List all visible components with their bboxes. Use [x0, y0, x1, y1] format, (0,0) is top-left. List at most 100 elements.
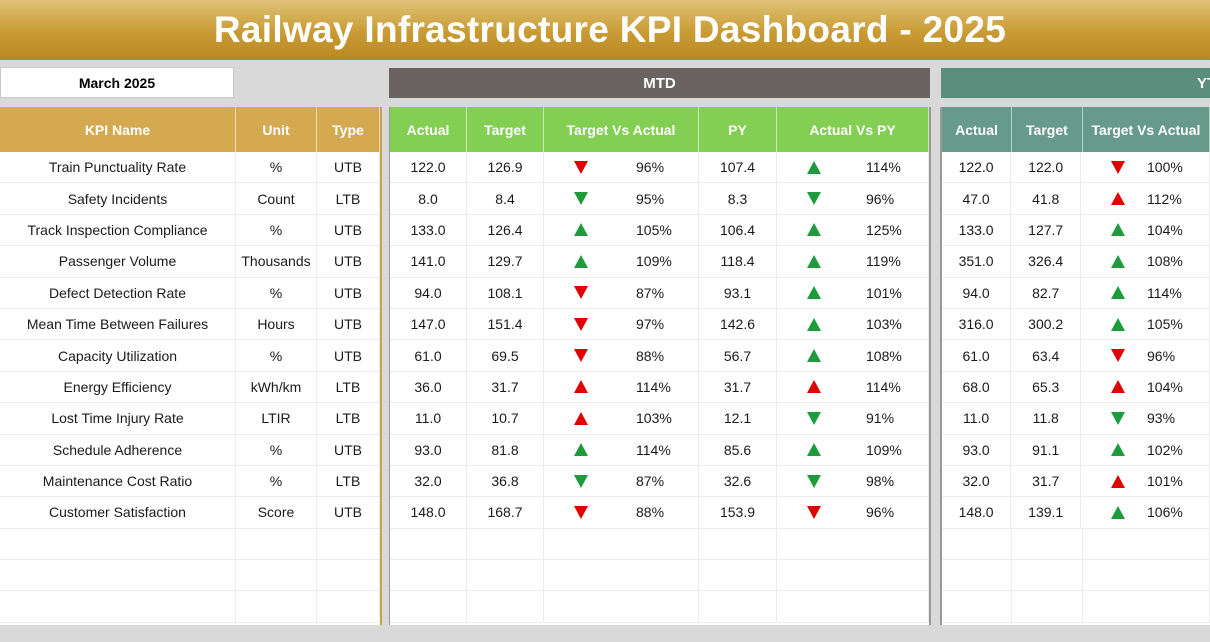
ytd-target-vs-actual-cell — [1083, 528, 1210, 560]
trend-down-red-icon — [574, 349, 588, 363]
ytd-target-cell: 82.7 — [1011, 277, 1082, 308]
percent-value: 98% — [866, 473, 895, 490]
mtd-target-vs-actual-cell: 88% — [544, 340, 699, 371]
kpi-name-cell: Safety Incidents — [0, 183, 236, 214]
mtd-target-vs-actual-cell: 87% — [544, 465, 699, 497]
mtd-row: 61.0 69.5 88% 56.7 108% — [390, 340, 929, 372]
header-kpi-name[interactable]: KPI Name — [0, 107, 236, 152]
trend-down-red-icon — [807, 505, 821, 519]
ytd-row — [942, 560, 1210, 592]
ytd-target-vs-actual-cell: 100% — [1081, 152, 1210, 183]
ytd-actual-cell: 61.0 — [942, 340, 1012, 371]
header-unit[interactable]: Unit — [236, 107, 317, 152]
header-type[interactable]: Type — [317, 107, 380, 152]
type-cell: UTB — [317, 308, 380, 340]
mtd-row — [390, 528, 929, 561]
mtd-py-cell: 31.7 — [699, 371, 777, 403]
percent-value: 95% — [636, 190, 665, 207]
percent-value: 91% — [866, 410, 895, 427]
mtd-target-cell: 81.8 — [467, 434, 544, 465]
kpi-name-cell — [0, 560, 236, 591]
ytd-row: 93.0 91.1 102% — [942, 434, 1210, 466]
mtd-actual-cell: 36.0 — [390, 371, 467, 403]
ytd-target-cell: 63.4 — [1011, 340, 1082, 371]
mtd-row: 147.0 151.4 97% 142.6 103% — [390, 308, 929, 341]
ytd-actual-cell: 47.0 — [942, 183, 1012, 214]
mtd-target-vs-actual-cell: 114% — [544, 434, 699, 465]
ytd-target-vs-actual-cell: 108% — [1081, 246, 1210, 277]
mtd-header-actual[interactable]: Actual — [390, 107, 467, 152]
mtd-table: Actual Target Target Vs Actual PY Actual… — [389, 107, 931, 625]
ytd-target-vs-actual-cell: 101% — [1081, 465, 1210, 497]
kpi-row: Passenger Volume Thousands UTB — [0, 246, 380, 278]
kpi-name-cell: Customer Satisfaction — [0, 497, 236, 528]
type-cell: UTB — [317, 340, 380, 371]
ytd-target-vs-actual-cell: 104% — [1081, 214, 1210, 246]
unit-cell: Score — [236, 497, 317, 528]
mtd-header-actual-vs-py[interactable]: Actual Vs PY — [777, 107, 929, 152]
kpi-name-cell: Lost Time Injury Rate — [0, 403, 236, 434]
mtd-target-vs-actual-cell: 114% — [544, 371, 699, 403]
ytd-target-cell: 31.7 — [1011, 465, 1082, 497]
trend-up-green-icon — [574, 254, 588, 268]
mtd-header-py[interactable]: PY — [699, 107, 777, 152]
mtd-row: 94.0 108.1 87% 93.1 101% — [390, 277, 929, 309]
mtd-target-vs-actual-cell: 103% — [544, 403, 699, 434]
dashboard-banner: Railway Infrastructure KPI Dashboard - 2… — [0, 0, 1210, 60]
ytd-target-cell: 91.1 — [1011, 434, 1082, 465]
trend-up-red-icon — [807, 380, 821, 394]
kpi-name-cell: Schedule Adherence — [0, 434, 236, 465]
type-cell — [317, 560, 380, 591]
percent-value: 114% — [866, 378, 901, 395]
unit-cell: % — [236, 465, 317, 497]
unit-cell: % — [236, 214, 317, 246]
ytd-target-vs-actual-cell: 96% — [1081, 340, 1210, 371]
mtd-header-target[interactable]: Target — [467, 107, 544, 152]
kpi-row: Track Inspection Compliance% UTB — [0, 214, 380, 247]
mtd-actual-cell: 93.0 — [390, 434, 467, 465]
percent-value: 103% — [636, 410, 672, 427]
mtd-target-cell: 168.7 — [467, 497, 544, 528]
type-cell: UTB — [317, 434, 380, 465]
ytd-target-vs-actual-cell: 104% — [1081, 371, 1210, 403]
ytd-header-target-vs-actual[interactable]: Target Vs Actual — [1083, 107, 1210, 152]
trend-up-green-icon — [807, 254, 821, 268]
mtd-header-target-vs-actual[interactable]: Target Vs Actual — [544, 107, 699, 152]
kpi-row: Energy Efficiency kWh/km LTB — [0, 371, 380, 404]
ytd-header-actual[interactable]: Actual — [942, 107, 1012, 152]
ytd-target-cell: 41.8 — [1011, 183, 1082, 214]
type-cell: UTB — [317, 497, 380, 528]
mtd-target-vs-actual-cell: 109% — [544, 246, 699, 277]
trend-up-green-icon — [1111, 443, 1126, 457]
ytd-header-target[interactable]: Target — [1012, 107, 1083, 152]
month-selector[interactable]: March 2025 — [0, 67, 234, 98]
percent-value: 93% — [1147, 410, 1176, 427]
kpi-row: Defect Detection Rate% UTB — [0, 277, 380, 309]
trend-up-green-icon — [1111, 505, 1126, 519]
mtd-py-cell: 85.6 — [699, 434, 777, 465]
mtd-actual-vs-py-cell: 114% — [777, 152, 929, 183]
mtd-target-cell: 69.5 — [467, 340, 544, 371]
ytd-actual-cell: 11.0 — [942, 403, 1012, 434]
mtd-table-header: Actual Target Target Vs Actual PY Actual… — [390, 107, 929, 152]
mtd-actual-vs-py-cell: 103% — [777, 308, 929, 340]
trend-down-red-icon — [574, 160, 588, 174]
unit-cell: Hours — [236, 308, 317, 340]
mtd-section-header: MTD — [389, 68, 930, 98]
kpi-row — [0, 591, 380, 623]
mtd-actual-vs-py-cell: 101% — [777, 277, 929, 308]
mtd-py-cell: 12.1 — [699, 403, 777, 434]
ytd-row — [942, 528, 1210, 561]
mtd-actual-cell: 122.0 — [390, 152, 467, 183]
mtd-target-cell: 129.7 — [467, 246, 544, 277]
trend-up-red-icon — [1111, 474, 1126, 488]
kpi-row: Maintenance Cost Ratio% LTB — [0, 465, 380, 498]
ytd-row — [942, 591, 1210, 623]
ytd-actual-cell: 93.0 — [942, 434, 1012, 465]
mtd-target-vs-actual-cell: 87% — [544, 277, 699, 308]
mtd-py-cell: 153.9 — [699, 497, 777, 528]
mtd-actual-cell: 133.0 — [390, 214, 467, 246]
trend-up-green-icon — [1111, 254, 1126, 268]
trend-up-green-icon — [1111, 286, 1126, 300]
unit-cell: % — [236, 340, 317, 371]
